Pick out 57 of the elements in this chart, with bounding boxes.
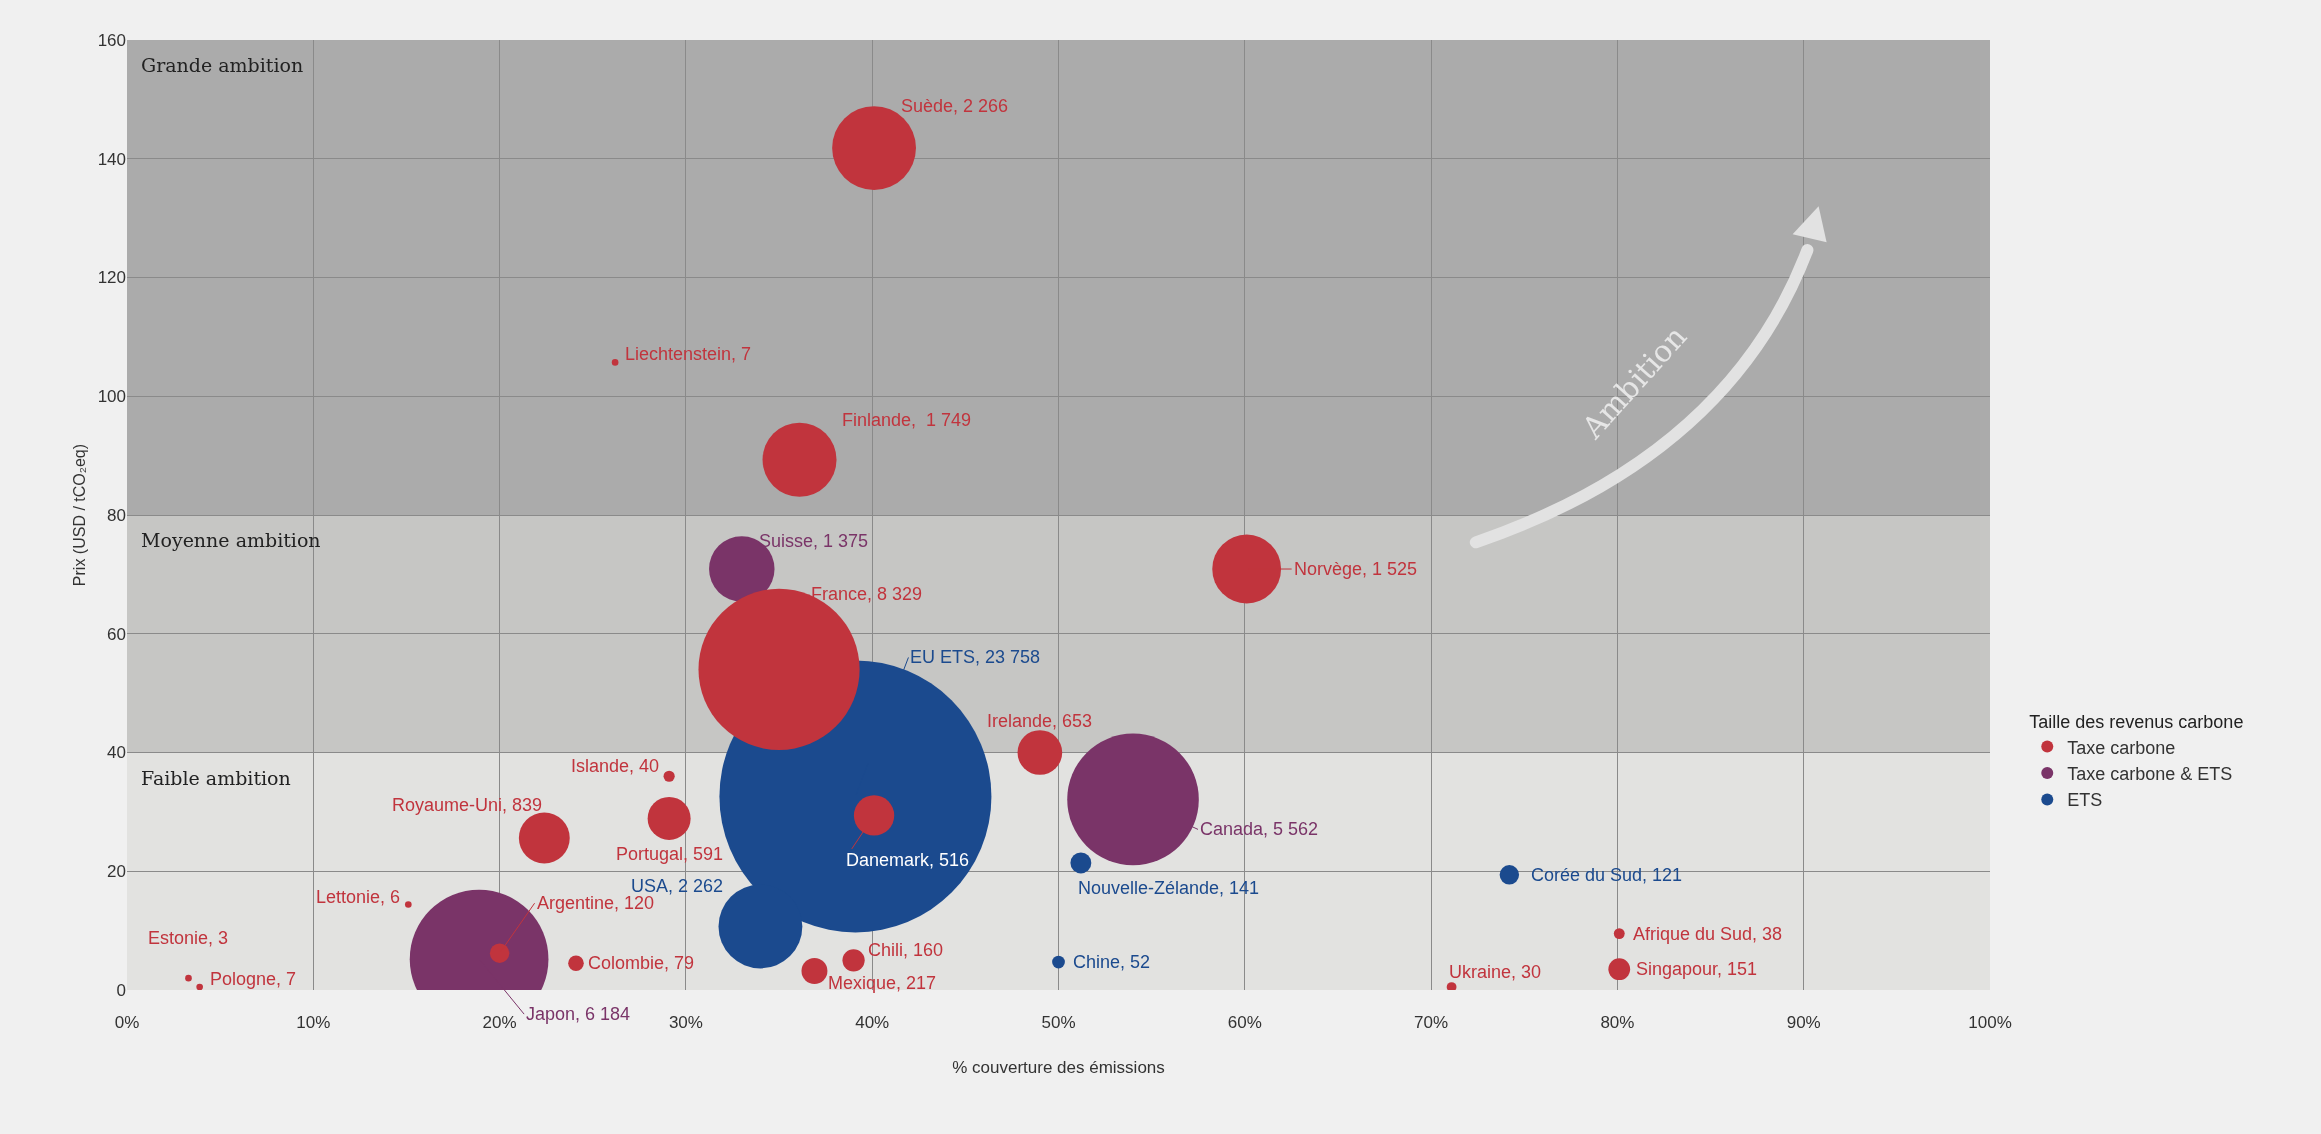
annotation: Ukraine, 30 xyxy=(1449,962,1542,982)
band-label: Faible ambition xyxy=(141,767,291,789)
annotation: Colombie, 79 xyxy=(588,953,695,973)
legend-label: Taxe carbone xyxy=(2067,737,2176,758)
x-tick-label: 20% xyxy=(482,1013,517,1032)
x-tick-label: 80% xyxy=(1600,1013,1635,1032)
y-tick-label: 60 xyxy=(107,624,126,644)
y-tick-label: 140 xyxy=(97,149,126,169)
annotation: Corée du Sud, 121 xyxy=(1531,865,1683,885)
annotation: Nouvelle-Zélande, 141 xyxy=(1078,878,1260,898)
band-label: Grande ambition xyxy=(141,54,304,76)
band-label: Moyenne ambition xyxy=(141,529,321,551)
annotation: Royaume-Uni, 839 xyxy=(392,795,543,815)
y-axis-title: Prix (USD / tCO₂eq) xyxy=(71,443,88,587)
legend-label: Taxe carbone & ETS xyxy=(2067,764,2233,785)
x-tick-label: 10% xyxy=(296,1013,331,1032)
y-tick-label: 100 xyxy=(97,387,126,407)
x-tick-label: 40% xyxy=(855,1013,890,1032)
annotation: USA, 2 262 xyxy=(631,876,724,896)
annotation: Finlande, 1 749 xyxy=(842,410,972,430)
annotation: Canada, 5 562 xyxy=(1200,819,1319,839)
annotation: Estonie, 3 xyxy=(148,928,229,948)
y-tick-label: 20 xyxy=(107,862,126,882)
x-tick-label: 70% xyxy=(1414,1013,1449,1032)
annotation: EU ETS, 23 758 xyxy=(910,647,1041,667)
legend-title: Taille des revenus carbone xyxy=(2029,712,2244,733)
annotation: Mexique, 217 xyxy=(828,973,937,993)
annotation: Irelande, 653 xyxy=(987,711,1093,731)
x-tick-label: 50% xyxy=(1041,1013,1076,1032)
annotation: Norvège, 1 525 xyxy=(1294,559,1418,579)
y-tick-label: 120 xyxy=(97,268,126,288)
annotation: Suisse, 1 375 xyxy=(759,531,869,551)
annotation: Pologne, 7 xyxy=(210,969,297,989)
legend-label: ETS xyxy=(2067,790,2103,811)
annotation: Suède, 2 266 xyxy=(901,96,1009,116)
annotation: Argentine, 120 xyxy=(537,893,655,913)
annotation: Portugal, 591 xyxy=(616,844,724,864)
x-tick-label: 30% xyxy=(668,1013,703,1032)
annotation: Lettonie, 6 xyxy=(316,887,401,907)
y-tick-label: 80 xyxy=(107,505,126,525)
annotation: France, 8 329 xyxy=(811,584,923,604)
y-tick-label: 40 xyxy=(107,743,126,763)
y-tick-label: 160 xyxy=(97,30,126,50)
x-tick-label: 0% xyxy=(114,1013,140,1032)
x-tick-label: 90% xyxy=(1786,1013,1821,1032)
annotation: Islande, 40 xyxy=(571,756,660,776)
annotation: Japon, 6 184 xyxy=(526,1004,631,1024)
annotation: Afrique du Sud, 38 xyxy=(1633,924,1783,944)
annotation: Singapour, 151 xyxy=(1636,959,1758,979)
x-axis-title: % couverture des émissions xyxy=(952,1058,1165,1078)
annotation: Chili, 160 xyxy=(868,940,944,960)
x-tick-label: 100% xyxy=(1968,1013,2012,1032)
x-tick-label: 60% xyxy=(1227,1013,1262,1032)
annotation: Liechtenstein, 7 xyxy=(625,344,752,364)
annotation: Chine, 52 xyxy=(1073,952,1151,972)
annotation: Danemark, 516 xyxy=(846,850,970,870)
y-tick-label: 0 xyxy=(116,980,126,1000)
